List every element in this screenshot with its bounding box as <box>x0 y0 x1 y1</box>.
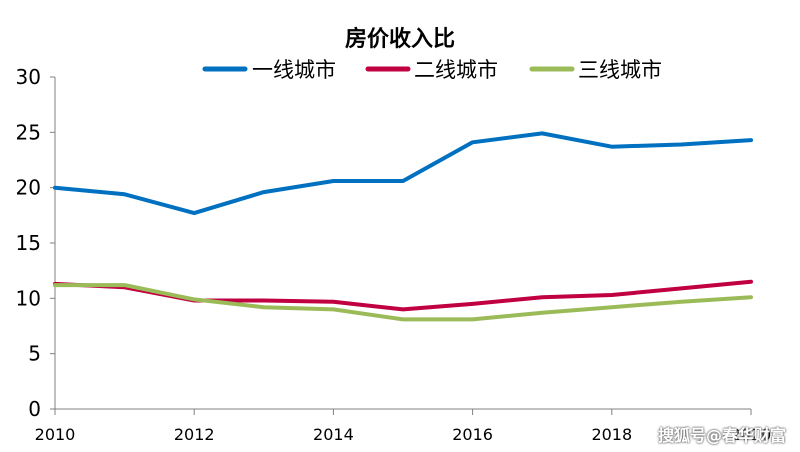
x-tick-label: 2018 <box>591 425 632 444</box>
series-group <box>53 131 753 322</box>
x-tick-label: 2016 <box>452 425 493 444</box>
legend: 一线城市 二线城市 三线城市 <box>202 58 662 82</box>
y-tick-label: 10 <box>16 286 41 310</box>
y-tick-label: 15 <box>16 231 41 255</box>
y-tick-label: 25 <box>16 120 41 144</box>
y-tick-label: 0 <box>28 397 41 421</box>
x-tick-label: 2012 <box>174 425 215 444</box>
series-line <box>53 283 753 322</box>
legend-label: 三线城市 <box>578 58 662 82</box>
x-tick-label: 2014 <box>313 425 354 444</box>
chart-title: 房价收入比 <box>345 26 455 52</box>
y-tick-label: 20 <box>16 176 41 200</box>
watermark: 搜狐号@春华财富 <box>657 426 786 445</box>
legend-label: 二线城市 <box>414 58 498 82</box>
series-line <box>53 131 753 216</box>
legend-label: 一线城市 <box>252 58 336 82</box>
x-tick-label: 2010 <box>35 425 76 444</box>
y-tick-label: 30 <box>16 65 41 89</box>
axes: 0 5 10 15 20 25 30 2010 2012 2014 2016 2018 2020 <box>16 65 772 444</box>
x-tick-label: 2020 <box>731 425 772 444</box>
y-tick-label: 5 <box>28 342 41 366</box>
